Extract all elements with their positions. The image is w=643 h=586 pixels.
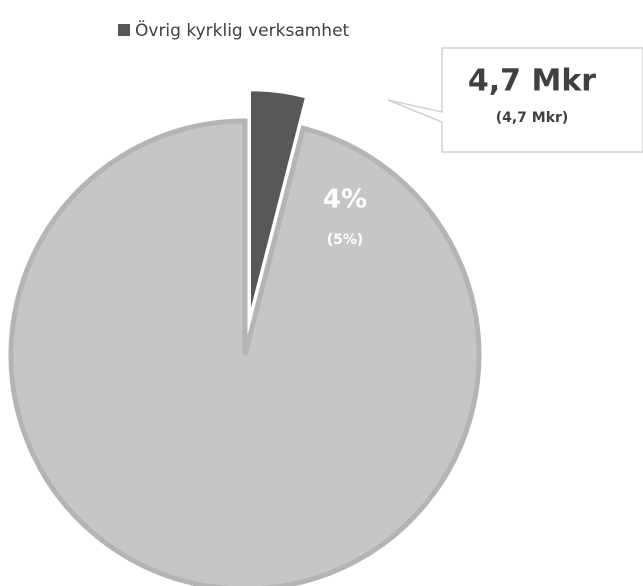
callout-box (387, 47, 643, 153)
callout-subtext: (4,7 Mkr) (496, 110, 569, 126)
pie-slice (247, 87, 310, 324)
callout: 4,7 Mkr (4,7 Mkr) (387, 47, 643, 153)
legend-label: Övrig kyrklig verksamhet (135, 19, 350, 41)
legend: Övrig kyrklig verksamhet (118, 19, 350, 41)
pie: 4% (5%) (8, 87, 482, 586)
callout-text: 4,7 Mkr (468, 64, 596, 99)
pie-slice (8, 118, 482, 586)
data-sublabel: (5%) (327, 232, 364, 248)
legend-swatch (118, 24, 130, 36)
data-label: 4% (323, 185, 367, 215)
